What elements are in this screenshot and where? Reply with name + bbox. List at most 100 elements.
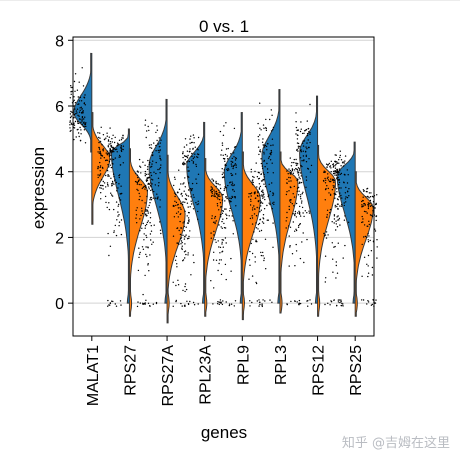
point [310,303,313,305]
point [215,241,217,243]
point [145,223,148,226]
point [107,145,110,147]
point [222,239,225,241]
point [218,224,220,226]
point [189,142,191,144]
point [105,159,108,161]
point [119,156,122,158]
point [340,299,342,301]
point [288,225,290,227]
point [74,73,77,75]
point [210,232,212,234]
point [138,247,140,249]
point [211,178,213,180]
point [121,148,123,150]
point [219,299,222,301]
point [334,204,336,207]
point [272,126,275,129]
point [101,155,104,157]
point [157,168,159,171]
point [290,165,293,167]
y-axis: 0 2 4 6 8 [55,33,73,313]
point [306,134,309,137]
point [339,154,341,157]
point [343,173,346,176]
point [262,189,264,191]
point [375,202,377,205]
point [249,193,252,195]
point [101,166,104,169]
point [175,299,177,302]
point [172,281,174,283]
point [302,232,304,234]
point [258,187,261,189]
point [122,137,124,139]
point [69,121,71,123]
point [228,303,231,305]
point [216,196,218,199]
point [137,189,139,192]
point [186,150,189,152]
point [327,176,329,178]
violin-left-RPL23A [186,121,206,304]
point [265,268,267,270]
point [249,300,251,302]
point [331,242,333,244]
point [214,239,216,241]
point [150,147,153,149]
point [232,184,234,187]
point [324,255,327,257]
point [300,151,302,153]
point [323,235,326,237]
point [197,136,200,139]
point [213,195,215,197]
point [371,266,374,269]
point [254,261,256,263]
point [109,245,112,247]
point [75,113,77,115]
point [113,208,115,211]
point [336,171,338,173]
point [303,215,305,218]
point [156,125,158,127]
point [118,154,121,157]
point [343,204,345,207]
point [196,203,198,206]
point [221,206,223,208]
point [371,303,374,306]
point [310,164,313,167]
point [344,192,347,194]
point [305,179,308,181]
point [254,208,256,210]
point [224,200,226,202]
point [148,176,151,179]
point [197,218,199,220]
point [216,192,218,195]
point [219,195,221,198]
point [221,142,224,144]
point [218,198,221,201]
point [175,300,177,303]
point [262,218,265,220]
point [225,242,227,244]
point [192,157,194,160]
point [259,211,261,213]
point [272,193,275,195]
point [296,134,299,136]
point [233,196,236,198]
point [217,195,219,197]
point [221,144,224,146]
point [329,304,331,306]
point [337,207,339,210]
point [192,301,195,304]
point [303,261,305,264]
point [376,194,378,196]
point [223,222,225,225]
point [366,212,368,214]
point [348,188,350,190]
point [231,174,233,177]
point [142,293,144,296]
point [147,264,149,266]
point [337,242,339,244]
point [368,197,370,199]
